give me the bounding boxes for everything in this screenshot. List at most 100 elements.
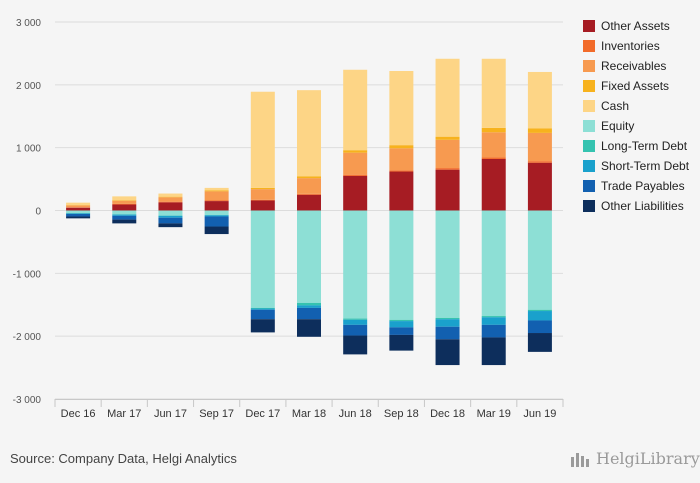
bar-segment (66, 216, 91, 219)
legend-label: Long-Term Debt (601, 139, 688, 153)
bar-segment (389, 334, 414, 351)
bar-segment (343, 335, 368, 355)
bar-segment (250, 210, 275, 308)
bar-segment (112, 200, 137, 201)
helgi-library-logo: HelgiLibrary (570, 449, 700, 468)
bar-segment (112, 200, 137, 204)
bar-segment (389, 321, 414, 328)
bar-segment (481, 158, 506, 211)
x-tick-label: Jun 19 (523, 408, 556, 420)
legend-swatch (583, 60, 595, 72)
legend-label: Other Liabilities (601, 199, 684, 213)
bar-segment (343, 175, 368, 211)
bar-segment (112, 214, 137, 216)
legend-label: Equity (601, 119, 635, 133)
legend-label: Short-Term Debt (601, 159, 690, 173)
bar-segment (158, 201, 183, 203)
bar-segment (66, 207, 91, 211)
bar-segment (112, 219, 137, 224)
bar-segment (66, 213, 91, 214)
bar-segment (297, 319, 321, 337)
bar-segment (112, 210, 137, 215)
legend-label: Receivables (601, 59, 667, 73)
bar-segment (343, 174, 368, 176)
bar-segment (158, 215, 183, 218)
x-tick-label: Sep 17 (199, 408, 234, 420)
bar-segment (389, 171, 414, 211)
bar-segment (250, 308, 275, 310)
bar-segment (112, 215, 137, 220)
legend-swatch (583, 120, 595, 132)
y-tick-label: -1 000 (13, 269, 42, 280)
legend-label: Trade Payables (601, 179, 685, 193)
bar-segment (250, 199, 275, 201)
bar-segment (66, 213, 91, 217)
y-tick-label: 0 (35, 207, 41, 218)
bar-segment (435, 326, 460, 340)
bar-segment (112, 196, 137, 201)
bar-segment (527, 128, 552, 133)
legend-swatch (583, 20, 595, 32)
legend-item[interactable]: Long-Term Debt (583, 136, 700, 156)
legend-item[interactable]: Fixed Assets (583, 76, 700, 96)
bar-segment (389, 327, 414, 335)
bar-segment (204, 215, 229, 217)
bar-segment (481, 132, 506, 158)
bar-segment (481, 58, 506, 128)
legend-item[interactable]: Equity (583, 116, 700, 136)
bar-segment (204, 187, 229, 191)
bar-segment (389, 170, 414, 172)
bar-segment (343, 152, 368, 175)
legend-item[interactable]: Short-Term Debt (583, 156, 700, 176)
bar-segment (297, 90, 321, 177)
legend-item[interactable]: Other Liabilities (583, 196, 700, 216)
y-axis-ticks: 3 000 2 000 1 000 0 -1 000 -2 000 -3 000 (13, 18, 42, 406)
source-note: Source: Company Data, Helgi Analytics (10, 451, 237, 466)
bar-segment (481, 210, 506, 317)
bar-segment (435, 319, 460, 327)
legend-swatch (583, 100, 595, 112)
legend-item[interactable]: Cash (583, 96, 700, 116)
bar-segment (204, 201, 229, 211)
bar-segment (250, 91, 275, 188)
bar-segment (158, 197, 183, 202)
legend-swatch (583, 80, 595, 92)
bar-segment (389, 148, 414, 171)
bar-segment (435, 139, 460, 169)
legend-item[interactable]: Inventories (583, 36, 700, 56)
legend-label: Cash (601, 99, 630, 113)
legend-item[interactable]: Trade Payables (583, 176, 700, 196)
legend-label: Other Assets (601, 19, 670, 33)
x-tick-label: Dec 18 (430, 408, 465, 420)
bar-segment (527, 71, 552, 129)
legend-swatch (583, 140, 595, 152)
bar-segment (297, 302, 321, 306)
legend-label: Fixed Assets (601, 79, 670, 93)
y-tick-label: 1 000 (16, 144, 41, 155)
bar-segment (204, 216, 229, 227)
bar-segment (435, 317, 460, 320)
bar-segment (204, 210, 229, 215)
bar-segment (343, 324, 368, 336)
legend-item[interactable]: Receivables (583, 56, 700, 76)
x-axis: Dec 16 Mar 17 Jun 17 Sep 17 Dec 17 Mar 18 Jun … (54, 399, 564, 420)
bar-segment (297, 307, 321, 320)
x-tick-label: Dec 17 (245, 408, 280, 420)
helgi-library-logo-icon (571, 452, 589, 467)
bar-segment (297, 178, 321, 194)
bar-segment (435, 136, 460, 140)
bar-segment (481, 157, 506, 159)
x-tick-label: Dec 16 (61, 408, 96, 420)
bar-segment (250, 309, 275, 320)
x-tick-label: Jun 18 (339, 408, 372, 420)
bar-segment (527, 311, 552, 321)
bar-segment (343, 210, 368, 319)
legend-item[interactable]: Other Assets (583, 16, 700, 36)
legend-swatch (583, 180, 595, 192)
bar-segment (66, 202, 91, 206)
bar-segment (481, 316, 506, 318)
bar-segment (389, 319, 414, 322)
bar-segment (297, 194, 321, 211)
bar-segment (158, 223, 183, 228)
x-tick-label: Mar 17 (107, 408, 141, 420)
